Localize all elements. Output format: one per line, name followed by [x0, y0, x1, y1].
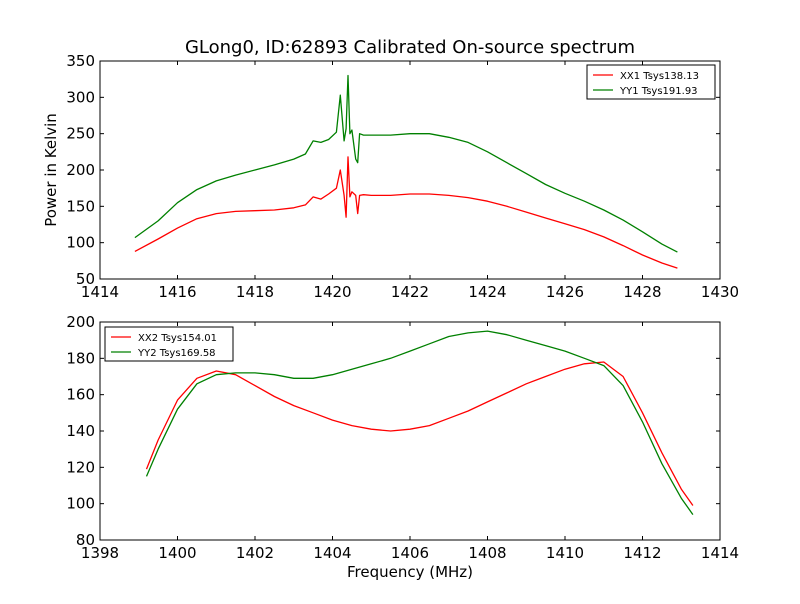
y-tick-label: 120	[66, 458, 95, 476]
y-tick-label: 350	[66, 52, 95, 70]
legend-label: XX2 Tsys154.01	[138, 333, 217, 344]
x-tick-label: 1420	[313, 283, 351, 301]
y-tick-label: 80	[76, 531, 95, 549]
x-tick-label: 1410	[546, 544, 584, 562]
y-tick-label: 150	[66, 197, 95, 215]
legend-1: XX1 Tsys138.13 YY1 Tsys191.93	[586, 64, 716, 100]
x-tick-label: 1406	[391, 544, 429, 562]
subplot-1: 1414 1416 1418 1420 1422 1424 1426 1428 1430 50 10…	[66, 52, 739, 301]
x-tick-label: 1414	[81, 283, 119, 301]
x-tick-label: 1430	[701, 283, 739, 301]
x-tick-label: 1412	[623, 544, 661, 562]
figure-title: GLong0, ID:62893 Calibrated On-source sp…	[185, 37, 635, 58]
legend-label: YY1 Tsys191.93	[619, 86, 698, 97]
x-tick-label: 1424	[468, 283, 506, 301]
y-axis-label: Power in Kelvin	[42, 113, 60, 227]
y-tick-label: 100	[66, 234, 95, 252]
y-tick-label: 200	[66, 161, 95, 179]
y-tick-label: 100	[66, 495, 95, 513]
x-tick-label: 1398	[81, 544, 119, 562]
legend-label: XX1 Tsys138.13	[620, 71, 699, 82]
y-tick-label: 140	[66, 422, 95, 440]
x-tick-label: 1404	[313, 544, 351, 562]
x-axis-label: Frequency (MHz)	[347, 563, 473, 581]
series-line-1-2	[134, 74, 678, 253]
x-tick-label: 1416	[158, 283, 196, 301]
x-tick-label: 1426	[546, 283, 584, 301]
series-line-1-1	[134, 156, 678, 269]
series-line-2-1	[145, 361, 694, 506]
series-line-2-2	[145, 330, 694, 515]
y-tick-label: 250	[66, 125, 95, 143]
x-tick-label: 1422	[391, 283, 429, 301]
plots-group: 1414 1416 1418 1420 1422 1424 1426 1428 1430 50 10…	[66, 52, 739, 562]
legend-2: XX2 Tsys154.01 YY2 Tsys169.58	[104, 326, 234, 362]
y-tick-label: 200	[66, 313, 95, 331]
x-tick-label: 1418	[236, 283, 274, 301]
y-tick-label: 160	[66, 386, 95, 404]
y-tick-label: 50	[76, 270, 95, 288]
y-tick-label: 180	[66, 349, 95, 367]
x-tick-label: 1428	[623, 283, 661, 301]
y-tick-label: 300	[66, 88, 95, 106]
legend-box	[586, 64, 716, 100]
x-tick-label: 1414	[701, 544, 739, 562]
legend-label: YY2 Tsys169.58	[137, 348, 216, 359]
x-tick-label: 1402	[236, 544, 274, 562]
legend-box	[104, 326, 234, 362]
subplot-2: 1398 1400 1402 1404 1406 1408 1410 1412 1414 80 10…	[66, 313, 739, 562]
x-tick-label: 1400	[158, 544, 196, 562]
x-tick-label: 1408	[468, 544, 506, 562]
